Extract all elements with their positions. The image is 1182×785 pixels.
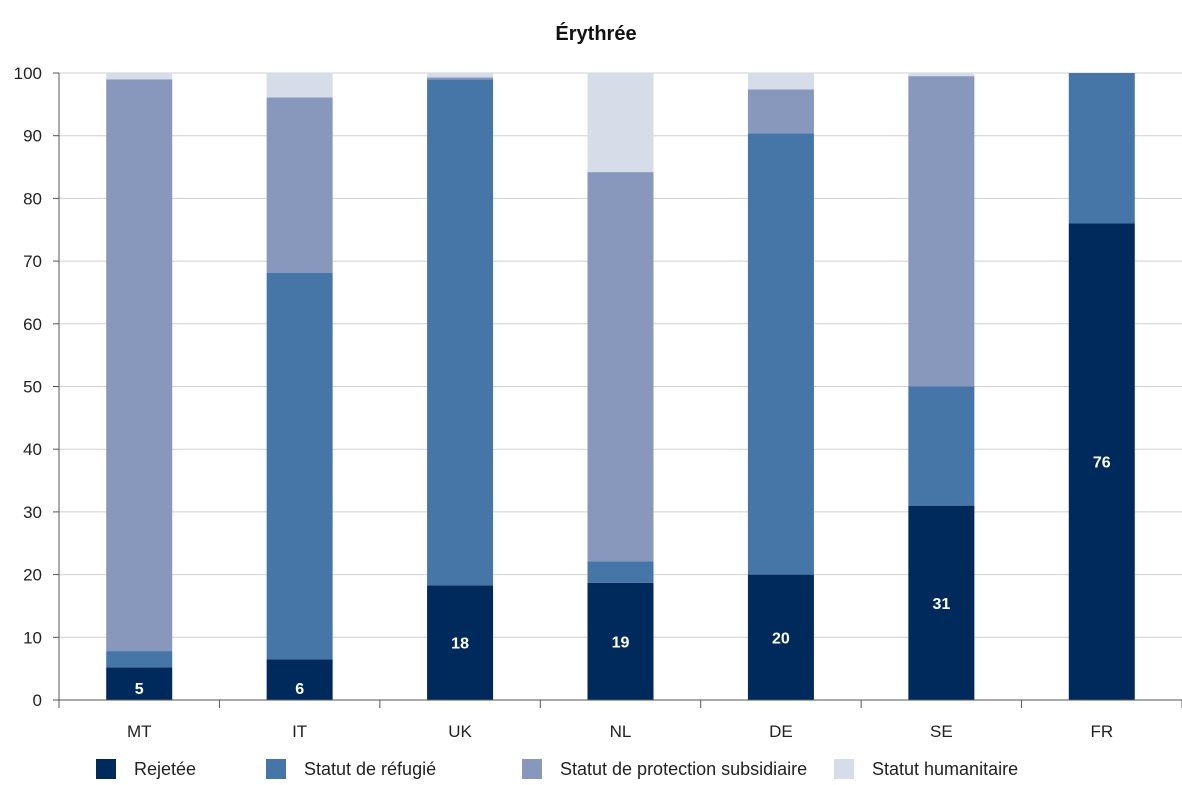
y-tick-label: 80: [23, 189, 42, 208]
y-tick-label: 10: [23, 628, 42, 647]
legend-item: Statut de réfugié: [266, 756, 436, 782]
bar-stack-it: 6: [266, 73, 333, 700]
x-tick-label: FR: [1090, 722, 1113, 741]
legend-label: Statut humanitaire: [872, 758, 1019, 779]
y-tick-label: 0: [33, 691, 42, 710]
data-label: 31: [932, 596, 950, 613]
y-tick-label: 60: [23, 315, 42, 334]
bar-segment-se-0: [908, 505, 975, 700]
bar-segment-se-1: [908, 386, 975, 506]
bar-stack-se: 31: [908, 73, 975, 700]
legend-swatch: [96, 759, 116, 779]
bar-segment-se-3: [908, 73, 975, 77]
y-tick-label: 40: [23, 440, 42, 459]
bar-segment-it-2: [266, 97, 333, 274]
y-tick-label: 20: [23, 566, 42, 585]
y-tick-label: 30: [23, 503, 42, 522]
bar-stack-uk: 18: [427, 73, 494, 700]
stacked-bar-chart: Érythrée 0 10 20 30 40 50 60 70 80 90 100 5 6 18 19 20…: [14, 22, 1182, 741]
data-label: 20: [772, 630, 790, 647]
bar-segment-fr-1: [1068, 73, 1135, 224]
y-tick-label: 100: [14, 64, 42, 83]
legend-item: Statut de protection subsidiaire: [522, 756, 807, 782]
data-label: 5: [135, 681, 144, 698]
bar-segment-uk-3: [427, 73, 494, 78]
chart-title: Érythrée: [555, 22, 636, 45]
bar-segment-uk-2: [427, 77, 494, 80]
legend-swatch: [266, 759, 286, 779]
legend-swatch: [522, 759, 542, 779]
legend-label: Rejetée: [134, 758, 197, 779]
bar-stack-nl: 19: [587, 73, 654, 700]
bar-segment-mt-1: [106, 651, 173, 668]
bar-segment-de-0: [747, 574, 814, 700]
bar-segment-mt-3: [106, 73, 173, 80]
bar-segment-mt-0: [106, 667, 173, 700]
bar-segment-fr-0: [1068, 223, 1135, 701]
bar-segment-de-1: [747, 133, 814, 575]
bar-segment-nl-0: [587, 582, 654, 700]
bar-segment-uk-0: [427, 585, 494, 700]
bar-segment-se-2: [908, 76, 975, 387]
data-label: 18: [451, 636, 469, 653]
bar-segment-uk-1: [427, 79, 494, 586]
x-tick-label: DE: [769, 722, 793, 741]
legend: Rejetée Statut de réfugié Statut de protec…: [0, 756, 1182, 782]
x-tick-label: UK: [448, 722, 472, 741]
data-label: 6: [295, 681, 304, 698]
y-axis: 0 10 20 30 40 50 60 70 80 90 100: [14, 64, 60, 710]
bar-stack-mt: 5: [106, 73, 173, 700]
x-tick-label: IT: [292, 722, 307, 741]
y-tick-label: 50: [23, 378, 42, 397]
legend-label: Statut de réfugié: [304, 758, 437, 779]
bar-segment-it-1: [266, 273, 333, 660]
legend-swatch: [834, 759, 854, 779]
y-tick-label: 90: [23, 127, 42, 146]
bar-segment-mt-2: [106, 79, 173, 652]
x-tick-label: SE: [930, 722, 953, 741]
x-axis: MT IT UK NL DE SE FR: [58, 699, 1182, 741]
bar-segment-it-0: [266, 659, 333, 700]
legend-item: Rejetée: [96, 756, 196, 782]
bar-segment-de-2: [747, 89, 814, 134]
bar-stack-de: 20: [747, 73, 814, 700]
data-label: 19: [612, 634, 630, 651]
data-label: 76: [1093, 455, 1111, 472]
x-tick-label: MT: [127, 722, 152, 741]
bar-segment-de-3: [747, 73, 814, 90]
bar-segment-it-3: [266, 73, 333, 98]
bar-stack-fr: 76: [1068, 73, 1135, 701]
bar-segment-nl-1: [587, 561, 654, 583]
x-tick-label: NL: [610, 722, 632, 741]
bars: 5 6 18 19 20 31 76: [106, 73, 1135, 701]
bar-segment-nl-2: [587, 172, 654, 562]
legend-item: Statut humanitaire: [834, 756, 1018, 782]
bar-segment-nl-3: [587, 73, 654, 173]
legend-label: Statut de protection subsidiaire: [560, 758, 808, 779]
y-tick-label: 70: [23, 252, 42, 271]
